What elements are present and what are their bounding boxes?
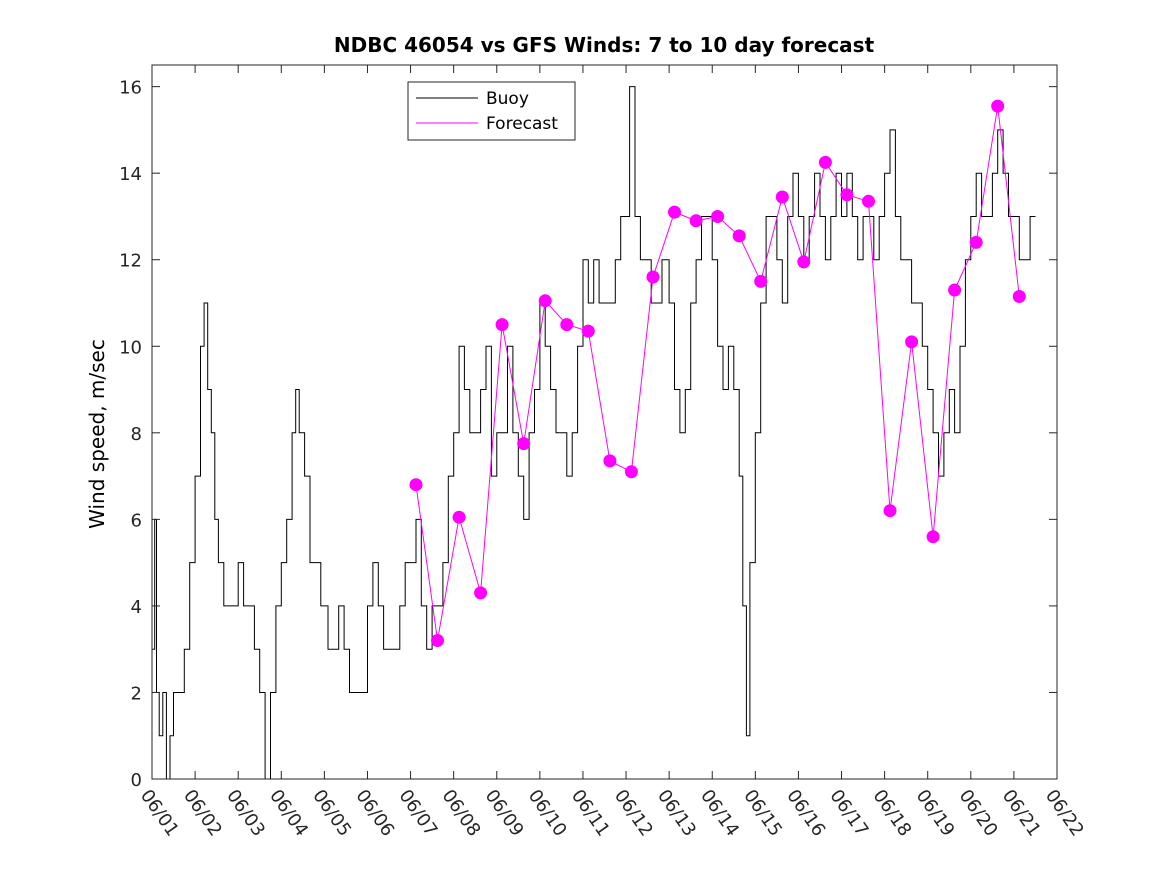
- legend: Buoy Forecast: [407, 81, 576, 141]
- axes-background: [152, 65, 1057, 779]
- y-tick-label: 16: [119, 78, 142, 99]
- forecast-point: [840, 188, 854, 202]
- chart-title: NDBC 46054 vs GFS Winds: 7 to 10 day for…: [334, 33, 875, 57]
- forecast-point: [991, 99, 1005, 113]
- forecast-point: [624, 465, 638, 479]
- forecast-point: [538, 294, 552, 308]
- forecast-point: [732, 229, 746, 243]
- legend-label-forecast: Forecast: [486, 114, 558, 134]
- y-tick-label: 0: [131, 770, 142, 791]
- y-tick-label: 2: [131, 683, 142, 704]
- legend-label-buoy: Buoy: [486, 89, 529, 109]
- forecast-point: [969, 235, 983, 249]
- y-tick-label: 12: [119, 251, 142, 272]
- y-axis-label: Wind speed, m/sec: [85, 339, 109, 529]
- forecast-point: [409, 478, 423, 492]
- forecast-point: [431, 634, 444, 647]
- forecast-point: [1012, 290, 1026, 303]
- forecast-point: [517, 437, 531, 451]
- forecast-point: [474, 586, 488, 600]
- y-tick-label: 6: [131, 510, 142, 531]
- forecast-point: [883, 504, 897, 518]
- forecast-point: [754, 274, 768, 288]
- y-tick-label: 14: [119, 164, 142, 185]
- forecast-point: [495, 318, 509, 332]
- forecast-point: [711, 210, 725, 223]
- forecast-point: [689, 214, 703, 228]
- legend-box: [407, 81, 576, 141]
- forecast-point: [926, 530, 940, 544]
- y-tick-label: 8: [131, 424, 142, 445]
- forecast-point: [603, 454, 617, 468]
- forecast-point: [948, 283, 962, 297]
- forecast-point: [905, 335, 919, 349]
- plot-area: 024681012141606/0106/0206/0306/0406/0506…: [119, 64, 1088, 840]
- forecast-point: [775, 190, 789, 204]
- series-line-buoy: [152, 86, 1036, 780]
- y-tick-label: 10: [119, 337, 142, 358]
- forecast-point: [581, 324, 595, 338]
- forecast-point: [797, 255, 811, 269]
- forecast-point: [818, 155, 832, 169]
- forecast-point: [862, 194, 875, 208]
- forecast-point: [452, 510, 466, 524]
- forecast-point: [560, 318, 574, 332]
- y-tick-label: 4: [131, 597, 142, 618]
- forecast-point: [646, 270, 660, 284]
- forecast-point: [668, 205, 681, 219]
- axes-box: [151, 64, 1058, 780]
